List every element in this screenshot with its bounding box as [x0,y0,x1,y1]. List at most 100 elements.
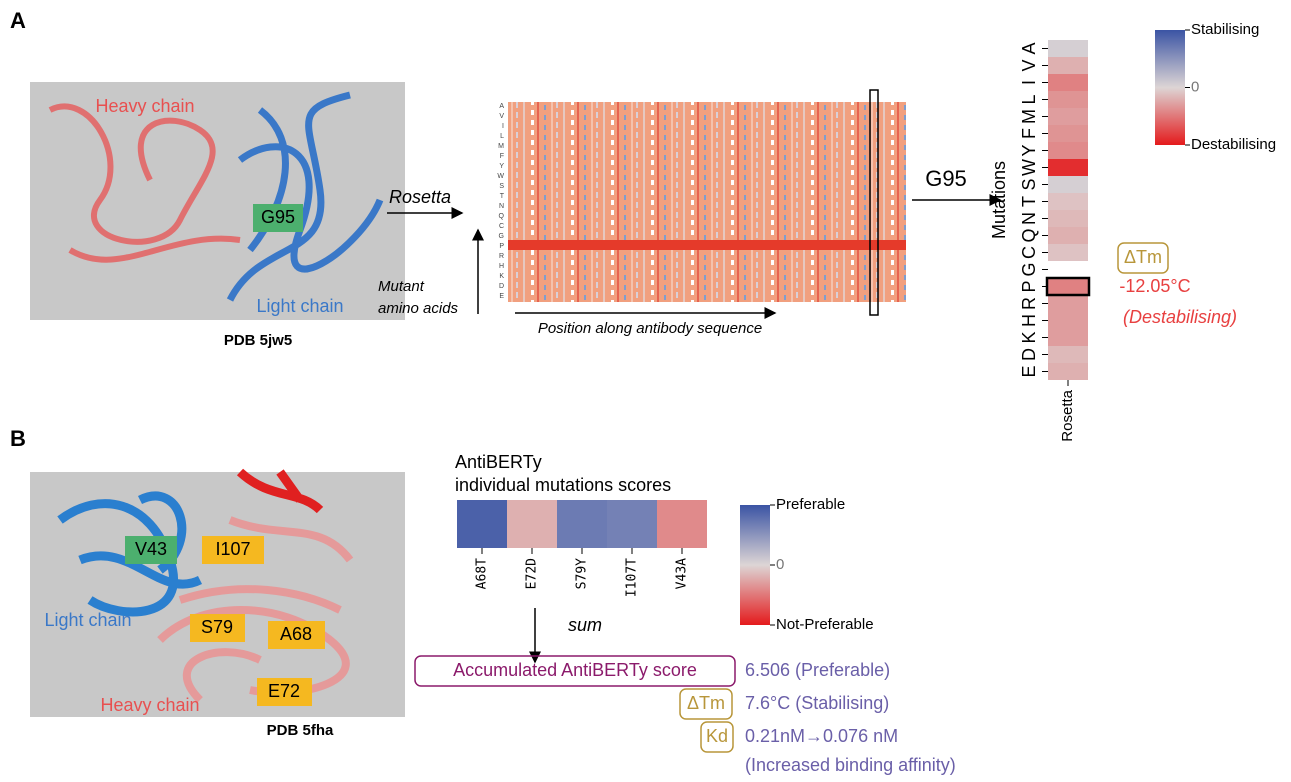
residue-label: A68 [280,624,312,644]
residue-label: G95 [261,207,295,227]
y-tick-label: L [1019,94,1039,104]
heatmap-cell [557,500,607,548]
matrix-row-label: G [499,233,504,240]
heatmap-cell [1048,125,1088,142]
mutant-label: amino acids [378,300,459,317]
score-label: Accumulated AntiBERTy score [453,660,697,680]
heatmap-cell [1048,193,1088,210]
x-tick-label: Rosetta [1059,389,1076,441]
kd-tag: Kd [706,726,728,746]
matrix-row-label: R [499,253,504,260]
matrix-row-label: D [499,283,504,290]
panel-label: A [10,8,26,33]
matrix-row-label: F [500,153,504,160]
tm-note: (Destabilising) [1123,307,1237,327]
matrix-row-label: L [500,133,504,140]
x-tick-label: A68T [475,558,490,589]
sum-label: sum [568,615,602,635]
y-tick-label: W [1019,159,1039,176]
heatmap-cell [1048,244,1088,261]
matrix-row-label: E [499,293,504,300]
heatmap-cell [1048,57,1088,74]
heatmap-cell [507,500,557,548]
y-tick-label: C [1019,246,1039,259]
colorbar-label: Preferable [776,496,845,513]
heatmap-cell [607,500,657,548]
heatmap-cell [657,500,707,548]
caption: PDB 5jw5 [224,332,292,349]
colorbar-label: Stabilising [1191,21,1259,38]
heatmap-cell [1048,210,1088,227]
y-tick-label: I [1019,80,1039,85]
y-tick-label: V [1019,59,1039,71]
matrix-row-label: K [499,273,504,280]
light-chain-label: Light chain [256,296,343,316]
kd-value: 0.21nM→0.076 nM [745,726,898,746]
heatmap-cell [1048,227,1088,244]
x-tick-label: E72D [525,558,540,589]
x-tick-label: V43A [675,558,690,589]
colorbar [1155,30,1185,145]
heatmap-cell [1048,142,1088,159]
heatmap-cell [1048,312,1088,329]
matrix-row-label: I [502,123,504,130]
heatmap-cell [1048,278,1088,295]
matrix-row-label: N [499,203,504,210]
heatmap-cell [1048,346,1088,363]
tm-value: 7.6°C (Stabilising) [745,693,889,713]
heatmap-cell [1048,329,1088,346]
y-tick-label: H [1019,314,1039,327]
y-tick-label: F [1019,128,1039,139]
heatmap-cell [1048,176,1088,193]
y-tick-label: Q [1019,228,1039,242]
matrix-row-label: W [497,173,504,180]
matrix-row-label: H [499,263,504,270]
heatmap-cell [1048,295,1088,312]
y-tick-label: T [1019,196,1039,207]
heatmap-cell [1048,74,1088,91]
y-tick-label: R [1019,297,1039,310]
colorbar-label: 0 [1191,78,1199,95]
heatmap-cell [1048,108,1088,125]
residue-label: E72 [268,681,300,701]
mutant-label: Mutant [378,278,425,295]
matrix-row-label: M [498,143,504,150]
colorbar-label: Destabilising [1191,136,1276,153]
panel-label: B [10,426,26,451]
matrix-row-label: Y [499,163,504,170]
y-tick-label: N [1019,212,1039,225]
tm-tag: ΔTm [1124,247,1162,267]
heatmap-cell [1048,91,1088,108]
matrix-row-label: S [499,183,504,190]
tm-value: -12.05°C [1119,276,1190,296]
matrix-row-label: P [499,243,504,250]
matrix-row-label: A [499,103,504,110]
residue-label: V43 [135,539,167,559]
x-tick-label: I107T [625,558,640,597]
heatmap-title: individual mutations scores [455,475,671,495]
matrix-row-label: C [499,223,504,230]
matrix-row-label: T [500,193,505,200]
mutation-matrix [508,102,906,302]
x-tick-label: S79Y [575,558,590,589]
y-tick-label: K [1019,331,1039,343]
heavy-chain-label: Heavy chain [100,695,199,715]
y-tick-label: D [1019,348,1039,361]
method-label: Rosetta [389,187,451,207]
heatmap-cell [457,500,507,548]
y-axis-label: Mutations [989,161,1009,239]
matrix-row [508,240,906,250]
caption: PDB 5fha [267,722,334,739]
kd-note: (Increased binding affinity) [745,755,956,775]
colorbar-label: 0 [776,556,784,573]
heatmap-cell [1048,363,1088,380]
figure: A Heavy chain G95 Light chain PDB 5jw5 R… [0,0,1291,777]
residue-label: I107 [215,539,250,559]
column-label: G95 [925,166,967,191]
y-tick-label: Y [1019,144,1039,156]
matrix-row-label: V [499,113,504,120]
tm-tag: ΔTm [687,693,725,713]
position-label: Position along antibody sequence [538,320,762,337]
light-chain-label: Light chain [44,610,131,630]
y-tick-label: M [1019,109,1039,124]
